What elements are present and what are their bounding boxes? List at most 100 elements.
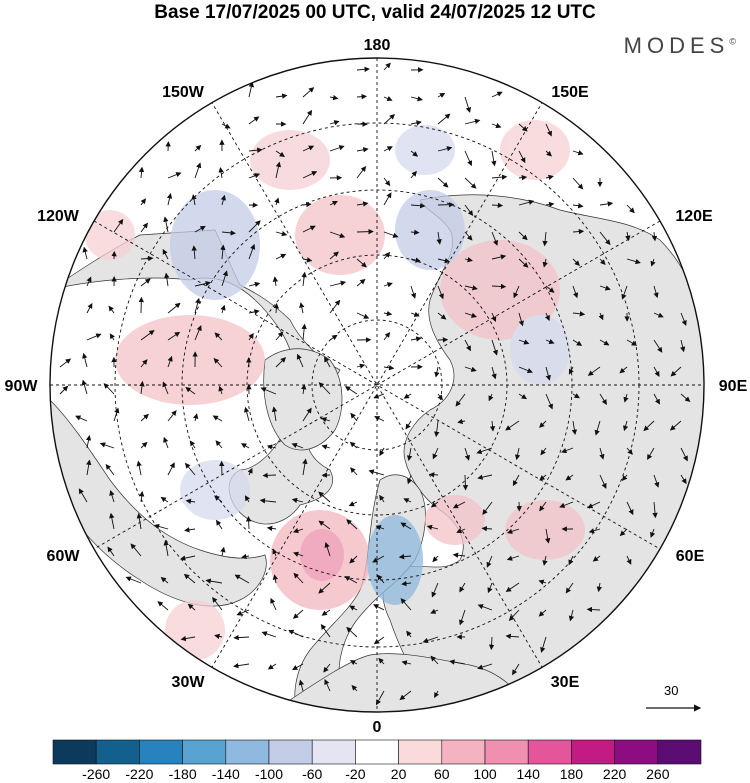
- colorbar-swatch: [268, 739, 313, 765]
- wind-vector: [568, 366, 574, 375]
- colorbar-tick-label: -100: [254, 766, 284, 782]
- wind-vector: [406, 630, 412, 638]
- anomaly-positive-alaska: [85, 210, 135, 260]
- wind-vector: [505, 420, 520, 431]
- wind-vectors: [59, 62, 691, 706]
- wind-vector: [464, 231, 473, 241]
- wind-vector: [189, 440, 196, 449]
- wind-vector: [191, 245, 197, 260]
- wind-vector: [572, 203, 584, 209]
- wind-vector: [464, 447, 470, 461]
- wind-vector: [626, 339, 638, 346]
- colorbar-tick-label: 60: [434, 766, 450, 782]
- wind-vector: [324, 356, 331, 368]
- wind-vector: [514, 447, 521, 461]
- colorbar-tick-label: 140: [516, 766, 540, 782]
- wind-vector: [86, 302, 93, 314]
- wind-vector: [506, 528, 520, 534]
- wind-vector: [136, 512, 142, 530]
- wind-vector: [356, 312, 370, 319]
- colorbar-swatch: [614, 739, 659, 765]
- wind-vector: [437, 258, 451, 264]
- wind-vector: [508, 609, 520, 621]
- wind-vector: [301, 323, 307, 341]
- wind-vector: [476, 447, 493, 455]
- wind-vector: [221, 270, 228, 287]
- wind-vector: [329, 200, 338, 206]
- colorbar-tick-label: -260: [82, 766, 111, 782]
- wind-vector: [383, 231, 399, 238]
- wind-vector: [302, 257, 313, 263]
- wind-vector: [436, 231, 442, 245]
- wind-vector: [214, 495, 223, 503]
- wind-vector: [403, 393, 412, 399]
- wind-vector: [214, 332, 223, 341]
- colorbar-tick-label: 180: [559, 766, 584, 782]
- wind-vector: [572, 393, 580, 399]
- wind-vector: [572, 177, 584, 190]
- wind-vector: [375, 690, 385, 706]
- anomaly-positive-atlantic-core: [300, 529, 344, 581]
- land-greenland: [263, 348, 343, 451]
- wind-vector: [405, 420, 412, 430]
- wind-vector: [321, 444, 331, 450]
- anomaly-positive-bering: [250, 130, 330, 190]
- wind-vector: [586, 606, 601, 613]
- wind-vector: [275, 150, 285, 158]
- wind-vector: [212, 415, 223, 422]
- wind-vector: [302, 171, 318, 179]
- wind-vector: [205, 578, 223, 584]
- wind-vector: [428, 472, 439, 478]
- wind-vector: [220, 194, 226, 206]
- wind-vector: [293, 572, 304, 584]
- wind-vector: [194, 297, 201, 314]
- wind-vector: [86, 459, 92, 476]
- wind-vector: [179, 555, 196, 561]
- wind-vector: [329, 120, 340, 126]
- wind-vector: [109, 490, 115, 503]
- wind-vector: [272, 548, 278, 557]
- wind-vector: [75, 415, 88, 422]
- wind-vector: [271, 406, 278, 422]
- wind-vector: [105, 463, 115, 476]
- map-boundary: [49, 57, 705, 713]
- wind-vector: [680, 312, 687, 326]
- wind-vector: [430, 655, 439, 665]
- wind-vector: [194, 280, 212, 287]
- wind-vector: [275, 161, 282, 179]
- wind-vector: [452, 552, 466, 558]
- wind-vector: [539, 474, 547, 481]
- wind-vector: [220, 244, 226, 260]
- wind-vector: [113, 407, 120, 422]
- wind-vector: [140, 198, 146, 206]
- wind-vector: [329, 251, 339, 260]
- wind-vector: [275, 357, 287, 368]
- wind-vector: [351, 684, 358, 692]
- wind-vector: [653, 474, 660, 488]
- wind-vector: [270, 597, 277, 611]
- wind-vector: [248, 81, 254, 98]
- wind-vector: [437, 285, 444, 300]
- colorbar-swatch: [182, 739, 227, 765]
- label-150w: 150W: [162, 84, 205, 101]
- anomaly-negative-europe: [367, 515, 423, 605]
- wind-vector: [356, 93, 367, 100]
- brand-mark: ©: [729, 36, 736, 47]
- colorbar: [52, 739, 702, 765]
- wind-vector: [437, 393, 443, 401]
- wind-vector: [140, 413, 149, 422]
- wind-vector: [329, 231, 346, 239]
- wind-vector: [518, 123, 528, 132]
- brand-text: MODES: [623, 33, 730, 58]
- wind-vector: [410, 311, 420, 317]
- wind-vector: [301, 383, 307, 395]
- wind-vector: [437, 146, 453, 152]
- wind-vector: [572, 228, 585, 235]
- wind-vector: [599, 393, 607, 405]
- wind-vector: [164, 272, 170, 287]
- wind-vector: [275, 331, 284, 341]
- wind-vector: [599, 447, 605, 460]
- wind-vector: [538, 609, 547, 617]
- wind-vector: [407, 474, 413, 485]
- wind-vector: [350, 412, 358, 422]
